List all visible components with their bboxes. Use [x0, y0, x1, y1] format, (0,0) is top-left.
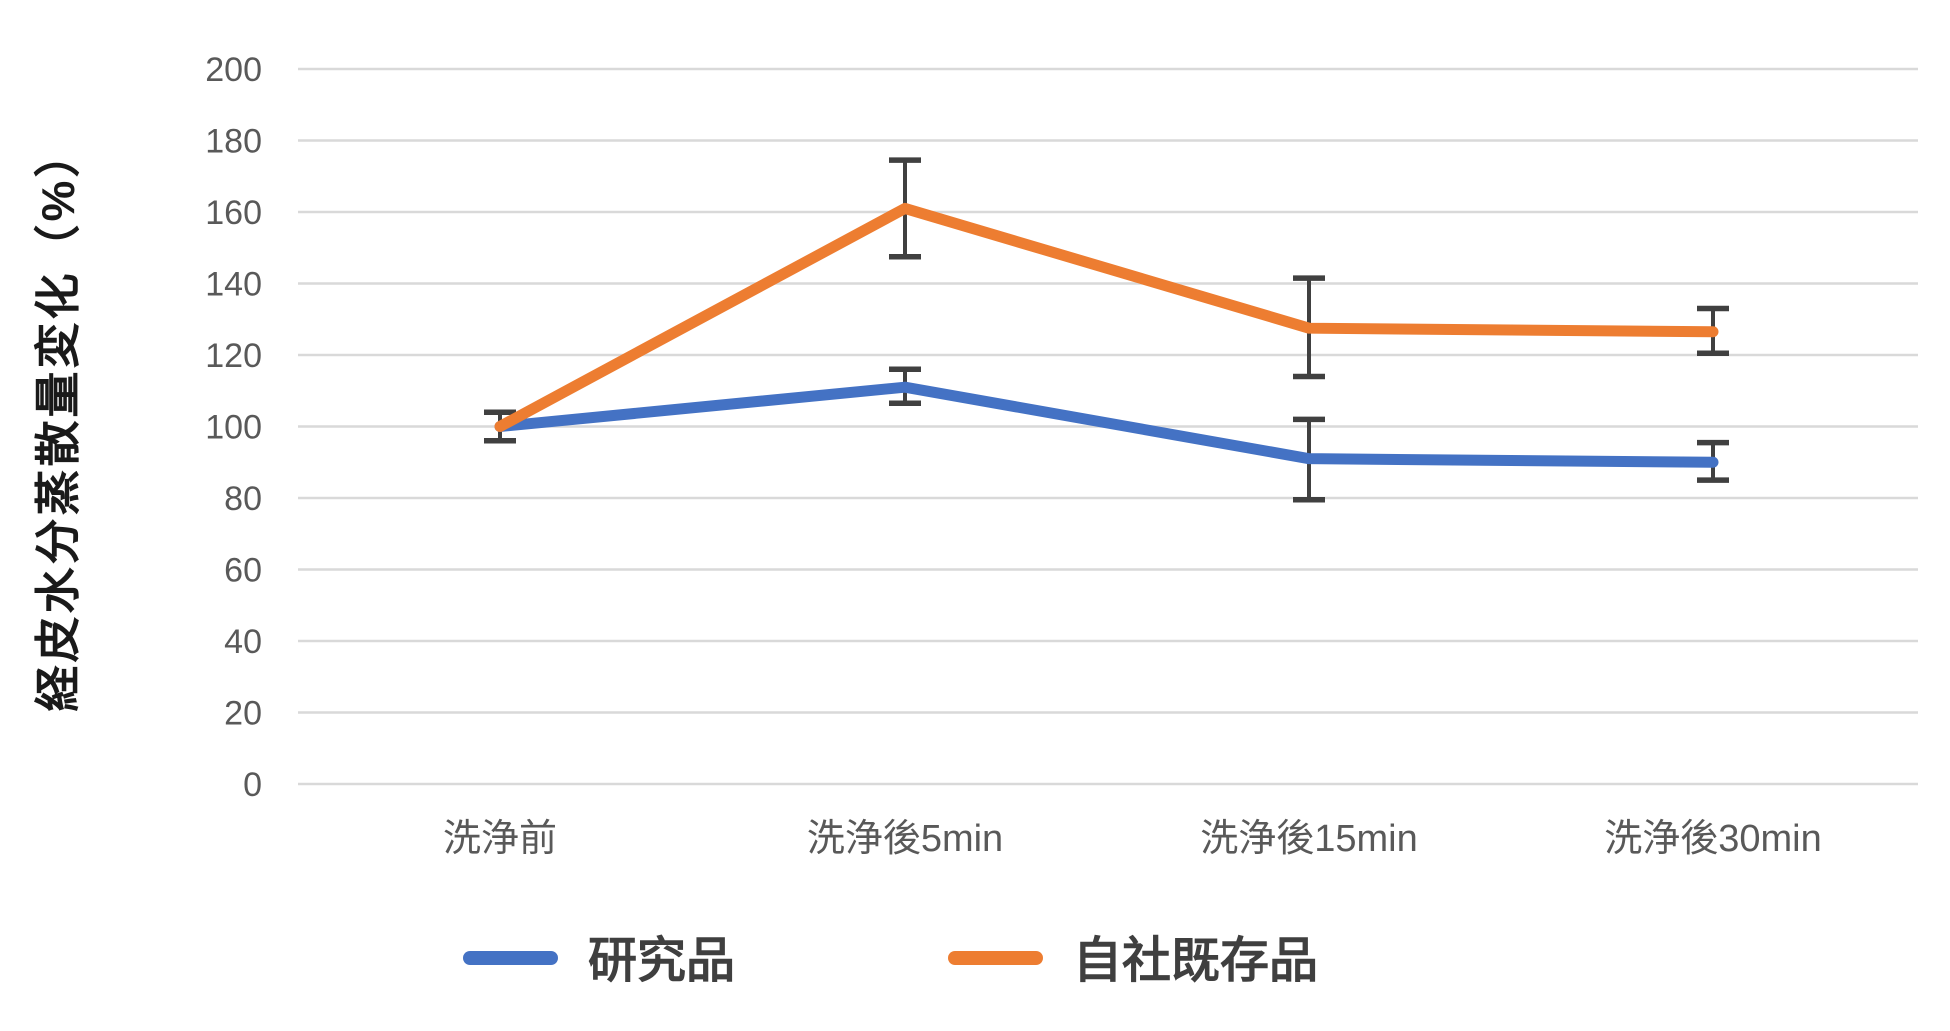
y-tick-label: 60: [224, 552, 262, 590]
x-category-label: 洗浄後15min: [1200, 818, 1418, 860]
series-line-研究品: [494, 381, 1719, 468]
legend-swatch-series1: [463, 951, 558, 965]
x-category-label: 洗浄後5min: [807, 818, 1003, 860]
series-lines: [494, 202, 1719, 468]
series-line-自社既存品: [494, 202, 1719, 432]
x-category-label: 洗浄後30min: [1604, 818, 1822, 860]
x-axis-category-labels: 洗浄前 洗浄後5min 洗浄後15min 洗浄後30min: [443, 818, 1822, 860]
legend-label-series1: 研究品: [588, 934, 735, 988]
legend-label-series2: 自社既存品: [1073, 934, 1318, 988]
y-tick-label: 200: [205, 51, 262, 89]
y-tick-label: 100: [205, 409, 262, 447]
y-axis-tick-labels: 0 20 40 60 80 100 120 140 160 180 200: [205, 51, 262, 804]
y-tick-label: 80: [224, 480, 262, 518]
y-tick-label: 120: [205, 337, 262, 375]
y-tick-label: 20: [224, 695, 262, 733]
y-tick-label: 180: [205, 123, 262, 161]
legend: 研究品 自社既存品: [463, 934, 1318, 988]
x-category-label: 洗浄前: [443, 818, 557, 860]
y-tick-label: 140: [205, 266, 262, 304]
y-tick-label: 40: [224, 623, 262, 661]
y-tick-label: 160: [205, 194, 262, 232]
legend-swatch-series2: [948, 951, 1043, 965]
y-axis-title: 経皮水分蒸散量変化（%）: [32, 129, 84, 712]
y-tick-label: 0: [243, 766, 262, 804]
